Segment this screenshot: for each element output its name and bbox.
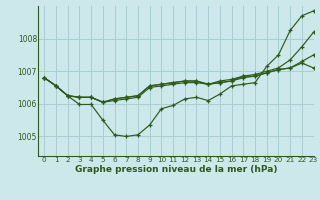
X-axis label: Graphe pression niveau de la mer (hPa): Graphe pression niveau de la mer (hPa) — [75, 165, 277, 174]
